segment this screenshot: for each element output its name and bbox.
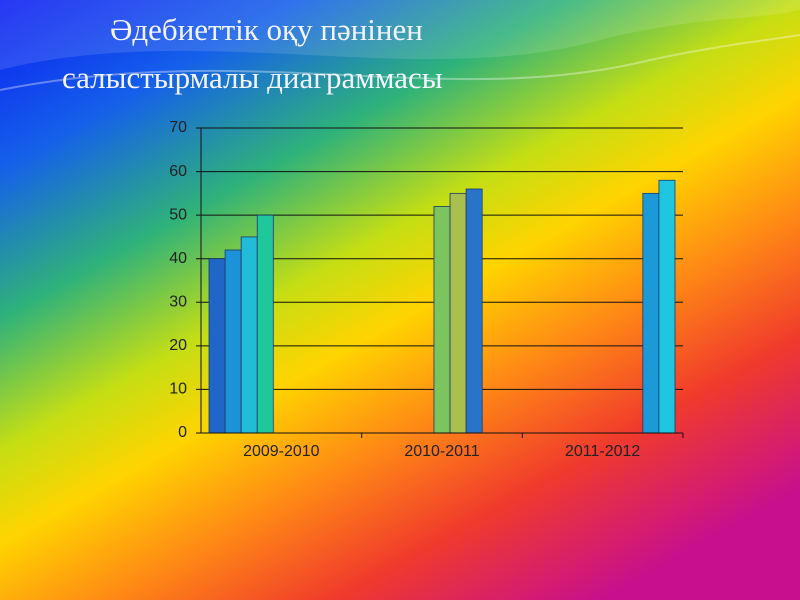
y-tick-label: 10 bbox=[169, 381, 187, 398]
bar bbox=[208, 258, 226, 434]
title-line: Әдебиеттік оқу пәнінен bbox=[110, 12, 423, 47]
bar bbox=[224, 249, 242, 434]
y-tick-label: 60 bbox=[169, 163, 187, 180]
bar bbox=[658, 179, 676, 434]
y-tick-label: 30 bbox=[169, 294, 187, 311]
y-tick-label: 20 bbox=[169, 337, 187, 354]
y-tick-label: 70 bbox=[169, 119, 187, 136]
bar bbox=[256, 214, 274, 434]
bar bbox=[642, 192, 660, 434]
x-tick-label: 2011-2012 bbox=[565, 443, 640, 460]
wave bbox=[0, 0, 800, 70]
y-tick-label: 50 bbox=[169, 206, 187, 223]
x-tick-label: 2010-2011 bbox=[404, 443, 479, 460]
bar bbox=[433, 206, 451, 434]
bar bbox=[449, 192, 467, 434]
title-line: салыстырмалы диаграммасы bbox=[62, 60, 443, 95]
y-tick-label: 0 bbox=[178, 424, 187, 441]
bar bbox=[240, 236, 258, 434]
wave bbox=[0, 34, 800, 91]
x-tick-label: 2009-2010 bbox=[243, 443, 320, 460]
bar bbox=[465, 188, 483, 434]
y-tick-label: 40 bbox=[169, 250, 187, 267]
